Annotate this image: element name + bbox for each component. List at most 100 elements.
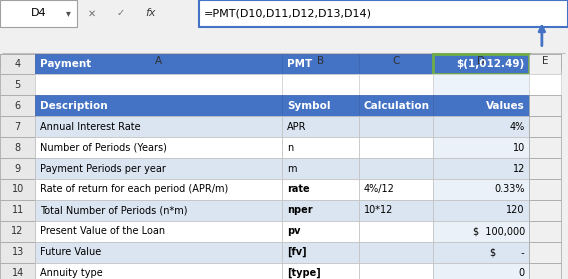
Bar: [35, 54, 282, 74]
Text: $(1,012.49): $(1,012.49): [457, 59, 525, 69]
Bar: [0, 54, 35, 69]
Bar: [0, 116, 35, 137]
Bar: [359, 116, 433, 137]
Text: 11: 11: [11, 205, 24, 215]
Bar: [282, 179, 359, 200]
Text: 4%/12: 4%/12: [364, 184, 394, 194]
Bar: [0, 74, 35, 95]
Bar: [282, 263, 359, 279]
Bar: [529, 158, 561, 179]
Bar: [359, 179, 433, 200]
Bar: [282, 54, 359, 69]
Bar: [35, 200, 282, 221]
Text: Values: Values: [486, 101, 525, 111]
Text: PMT: PMT: [287, 59, 312, 69]
Bar: [0, 242, 35, 263]
Text: ✕: ✕: [88, 8, 96, 18]
Bar: [359, 54, 433, 74]
Bar: [359, 54, 433, 69]
Bar: [529, 242, 561, 263]
Text: Symbol: Symbol: [287, 101, 331, 111]
Bar: [433, 221, 529, 242]
Text: 0.33%: 0.33%: [494, 184, 525, 194]
Bar: [0, 200, 35, 221]
Text: Payment Periods per year: Payment Periods per year: [40, 163, 166, 174]
Bar: [433, 200, 529, 221]
Bar: [433, 95, 529, 116]
Text: 12: 12: [512, 163, 525, 174]
Text: $  100,000: $ 100,000: [473, 226, 525, 236]
Text: =PMT(D10,D11,D12,D13,D14): =PMT(D10,D11,D12,D13,D14): [203, 8, 371, 18]
Text: APR: APR: [287, 122, 306, 132]
Text: 14: 14: [11, 268, 24, 278]
Text: 10*12: 10*12: [364, 205, 393, 215]
Bar: [282, 74, 359, 95]
Bar: [282, 221, 359, 242]
Bar: [282, 158, 359, 179]
Bar: [35, 179, 282, 200]
Text: n: n: [287, 143, 293, 153]
Text: A: A: [155, 56, 162, 66]
Text: D: D: [477, 56, 485, 66]
Bar: [433, 74, 529, 95]
Text: [fv]: [fv]: [287, 247, 307, 257]
Text: B: B: [317, 56, 324, 66]
Bar: [35, 74, 282, 95]
Text: Future Value: Future Value: [40, 247, 101, 257]
Text: D4: D4: [31, 8, 46, 18]
Bar: [433, 179, 529, 200]
Text: 7: 7: [14, 122, 21, 132]
Text: 6: 6: [15, 101, 20, 111]
Bar: [0, 137, 35, 158]
Bar: [529, 179, 561, 200]
Bar: [35, 137, 282, 158]
Bar: [282, 137, 359, 158]
Bar: [0, 95, 35, 116]
Bar: [282, 242, 359, 263]
Text: Annual Interest Rate: Annual Interest Rate: [40, 122, 140, 132]
Text: Description: Description: [40, 101, 107, 111]
Text: 4: 4: [15, 59, 20, 69]
Bar: [433, 263, 529, 279]
Bar: [35, 158, 282, 179]
Bar: [35, 95, 282, 116]
Text: 12: 12: [11, 226, 24, 236]
Text: ▾: ▾: [66, 8, 72, 18]
Bar: [359, 242, 433, 263]
Text: [type]: [type]: [287, 268, 320, 278]
Bar: [359, 200, 433, 221]
Bar: [529, 200, 561, 221]
Bar: [529, 74, 561, 95]
Bar: [433, 54, 529, 74]
Bar: [35, 221, 282, 242]
Text: 120: 120: [506, 205, 525, 215]
Text: rate: rate: [287, 184, 310, 194]
Bar: [529, 221, 561, 242]
Text: 10: 10: [512, 143, 525, 153]
Bar: [35, 116, 282, 137]
Bar: [433, 54, 529, 69]
Text: 8: 8: [15, 143, 20, 153]
Text: $        -: $ -: [490, 247, 525, 257]
Text: Number of Periods (Years): Number of Periods (Years): [40, 143, 166, 153]
Text: 13: 13: [11, 247, 24, 257]
Text: Present Value of the Loan: Present Value of the Loan: [40, 226, 165, 236]
Text: E: E: [542, 56, 548, 66]
Text: 10: 10: [11, 184, 24, 194]
Text: pv: pv: [287, 226, 300, 236]
Bar: [199, 0, 568, 27]
Text: 9: 9: [15, 163, 20, 174]
Text: 5: 5: [14, 80, 21, 90]
Text: Annuity type: Annuity type: [40, 268, 102, 278]
Text: m: m: [287, 163, 296, 174]
Text: ✓: ✓: [116, 8, 124, 18]
Bar: [282, 95, 359, 116]
Bar: [529, 54, 561, 69]
Bar: [0, 221, 35, 242]
Text: 0: 0: [519, 268, 525, 278]
Bar: [433, 158, 529, 179]
Bar: [0, 179, 35, 200]
Bar: [359, 137, 433, 158]
Bar: [35, 242, 282, 263]
Text: Rate of return for each period (APR/m): Rate of return for each period (APR/m): [40, 184, 228, 194]
